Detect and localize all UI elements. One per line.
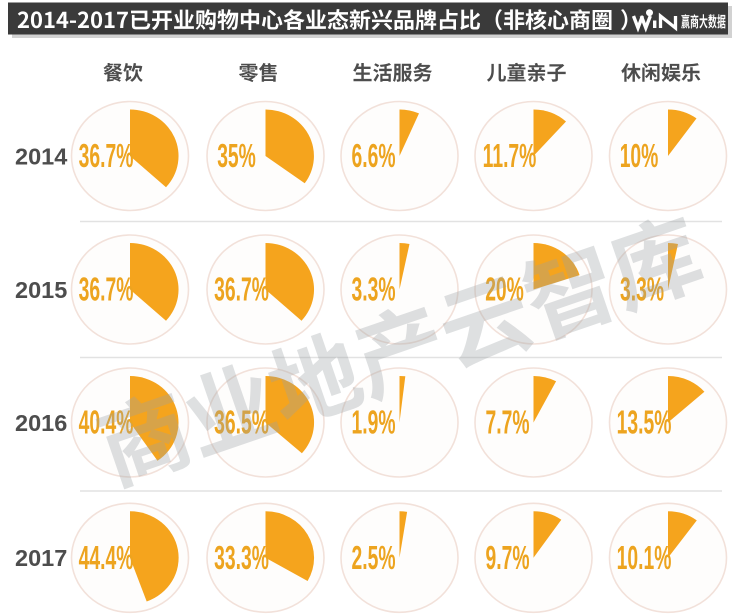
svg-text:3.3%: 3.3% bbox=[620, 271, 664, 308]
svg-text:10.1%: 10.1% bbox=[617, 540, 672, 577]
svg-text:2014: 2014 bbox=[15, 143, 67, 169]
svg-text:2017: 2017 bbox=[15, 545, 67, 571]
svg-text:36.7%: 36.7% bbox=[79, 271, 134, 308]
svg-text:2016: 2016 bbox=[15, 410, 67, 436]
svg-text:3.3%: 3.3% bbox=[352, 271, 396, 308]
svg-text:6.6%: 6.6% bbox=[352, 138, 396, 175]
svg-text:10%: 10% bbox=[620, 138, 659, 175]
svg-text:35%: 35% bbox=[217, 138, 256, 175]
svg-text:2015: 2015 bbox=[15, 277, 67, 303]
svg-text:1.9%: 1.9% bbox=[352, 404, 396, 441]
svg-text:44.4%: 44.4% bbox=[79, 540, 134, 577]
svg-text:20%: 20% bbox=[485, 271, 524, 308]
svg-text:33.3%: 33.3% bbox=[214, 540, 269, 577]
svg-text:7.7%: 7.7% bbox=[486, 404, 530, 441]
svg-text:36.7%: 36.7% bbox=[214, 271, 269, 308]
svg-text:11.7%: 11.7% bbox=[483, 138, 537, 175]
svg-text:36.7%: 36.7% bbox=[79, 138, 134, 175]
svg-text:40.4%: 40.4% bbox=[79, 404, 134, 441]
svg-text:2.5%: 2.5% bbox=[352, 540, 396, 577]
svg-text:9.7%: 9.7% bbox=[486, 540, 530, 577]
svg-text:13.5%: 13.5% bbox=[617, 404, 672, 441]
svg-text:36.5%: 36.5% bbox=[214, 404, 269, 441]
